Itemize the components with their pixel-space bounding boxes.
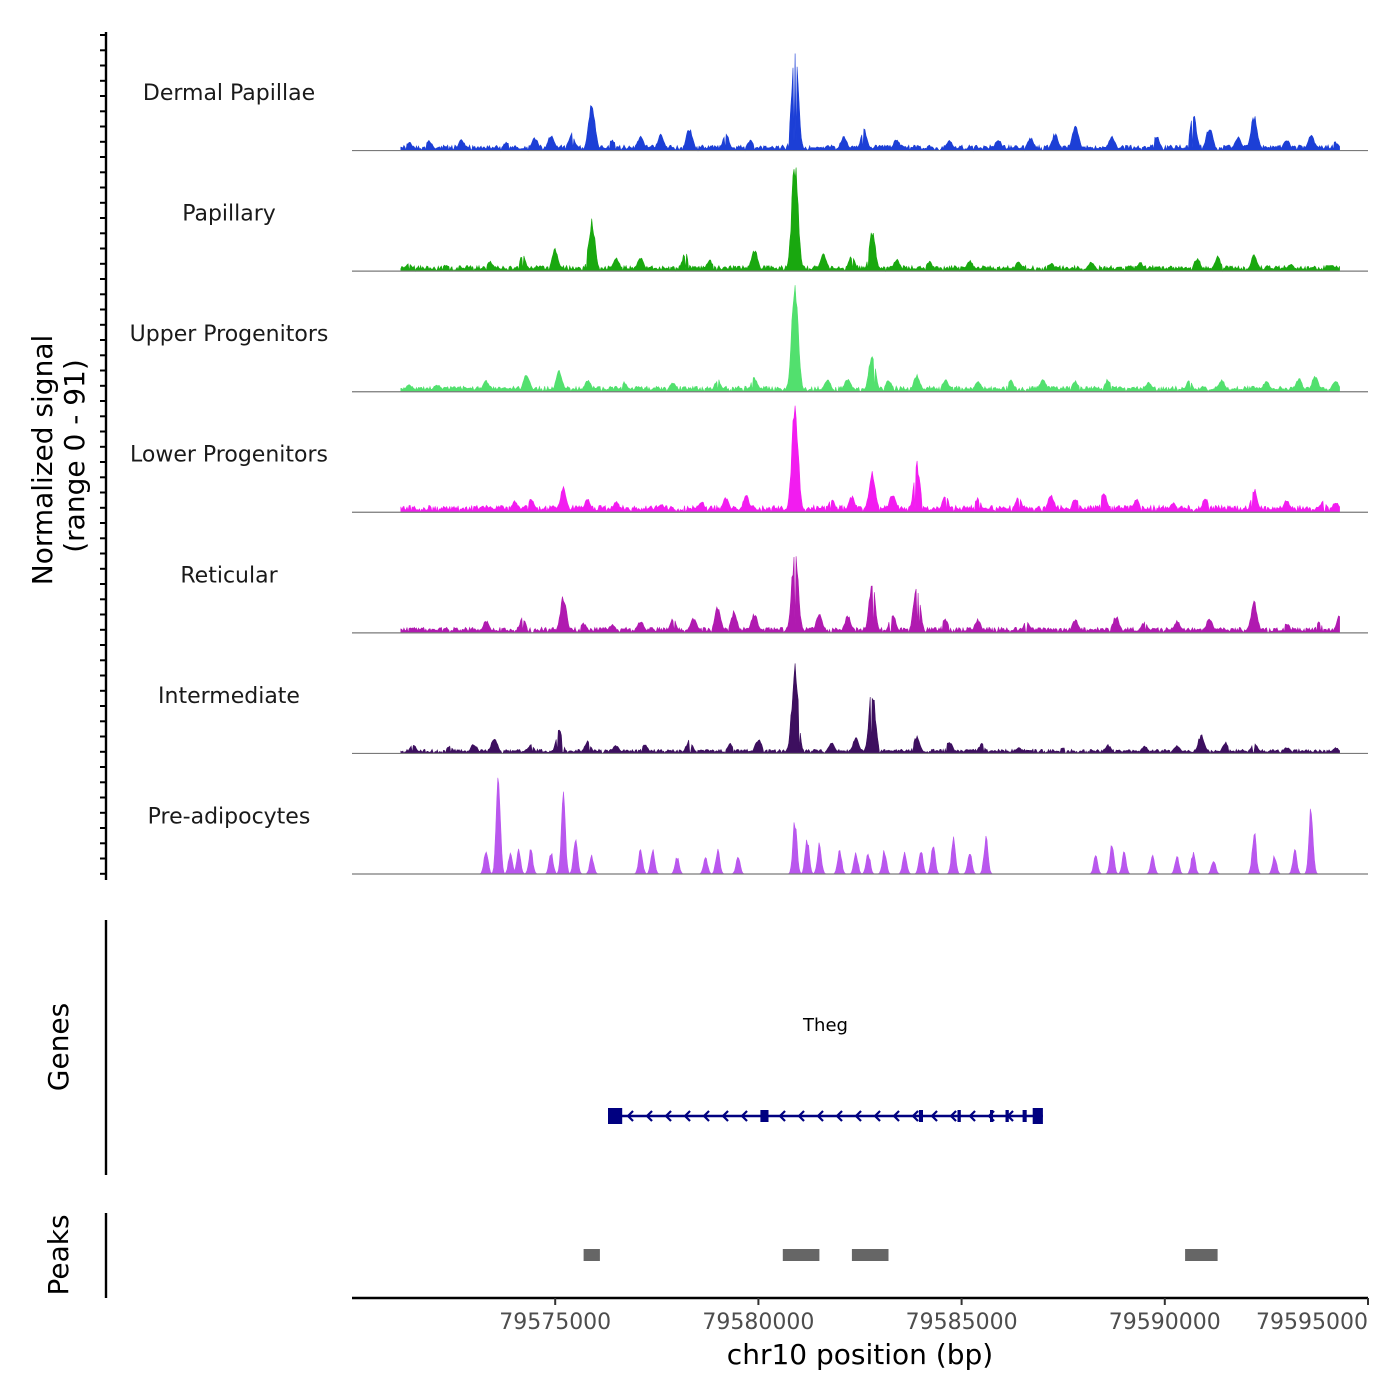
x-axis-title: chr10 position (bp) (727, 1338, 993, 1371)
coverage-area (400, 53, 1340, 152)
track-label: Intermediate (158, 684, 300, 709)
strand-arrow (873, 1110, 881, 1122)
strand-arrow (721, 1110, 729, 1122)
x-tick-label: 79580000 (702, 1310, 814, 1335)
strand-arrow (930, 1110, 938, 1122)
gene-exon (760, 1110, 769, 1122)
strand-arrow (778, 1110, 786, 1122)
strand-arrow (702, 1110, 710, 1122)
track-label: Pre-adipocytes (148, 804, 311, 829)
track-label: Papillary (182, 202, 276, 227)
signal-y-minor-ticks (100, 34, 106, 875)
peak-region (782, 1249, 820, 1261)
strand-arrow (911, 1110, 919, 1122)
coverage-area (400, 663, 1340, 755)
x-axis-ticks: 79575000 79580000 79585000 79590000 79595000 (499, 1298, 1369, 1335)
gene-exon (1032, 1108, 1043, 1124)
gene-name-label: Theg (802, 1015, 848, 1036)
coverage-area (400, 405, 1340, 514)
track-label: Upper Progenitors (130, 322, 329, 347)
gene-models: Theg (608, 1015, 1043, 1124)
coverage-tracks: Dermal Papillae Papillary Upper Progenitor… (130, 53, 1368, 875)
track-lower-progenitors: Lower Progenitors (130, 405, 1368, 514)
peaks-panel-title: Peaks (42, 1214, 75, 1295)
track-label: Dermal Papillae (143, 81, 315, 106)
coverage-area (400, 777, 1340, 875)
coverage-area (400, 285, 1340, 393)
y-axis-title: Normalized signal (26, 335, 59, 586)
track-papillary: Papillary (182, 167, 1368, 273)
strand-arrow (683, 1110, 691, 1122)
track-label: Lower Progenitors (130, 443, 328, 468)
strand-arrow (968, 1110, 976, 1122)
track-pre-adipocytes: Pre-adipocytes (148, 777, 1368, 875)
track-upper-progenitors: Upper Progenitors (130, 285, 1368, 393)
strand-arrow (854, 1110, 862, 1122)
strand-arrow (664, 1110, 672, 1122)
gene-theg: Theg (608, 1015, 1043, 1124)
gene-exon (608, 1108, 623, 1124)
gene-exon (957, 1110, 961, 1122)
x-tick-label: 79590000 (1109, 1310, 1221, 1335)
x-tick-label: 79595000 (1256, 1310, 1368, 1335)
track-dermal-papillae: Dermal Papillae (143, 53, 1368, 152)
track-reticular: Reticular (180, 556, 1368, 634)
strand-arrow (892, 1110, 900, 1122)
coverage-area (400, 167, 1340, 273)
strand-arrow (949, 1110, 957, 1122)
strand-arrow (835, 1110, 843, 1122)
coverage-area (400, 556, 1340, 634)
strand-arrow (797, 1110, 805, 1122)
x-tick-label: 79585000 (906, 1310, 1018, 1335)
peak-region (851, 1249, 889, 1261)
gene-exon (990, 1110, 993, 1122)
track-intermediate: Intermediate (158, 663, 1368, 755)
y-axis-range-label: (range 0 - 91) (58, 359, 91, 553)
genes-panel-title: Genes (42, 1003, 75, 1091)
strand-arrow (740, 1110, 748, 1122)
strand-arrow (645, 1110, 653, 1122)
peak-region (1185, 1249, 1218, 1261)
peak-region (583, 1249, 600, 1261)
strand-arrow (626, 1110, 634, 1122)
track-label: Reticular (180, 563, 278, 588)
x-tick-label: 79575000 (499, 1310, 611, 1335)
peak-regions (583, 1249, 1218, 1261)
gene-exon (918, 1110, 923, 1122)
gene-exon (1022, 1110, 1027, 1122)
strand-arrow (816, 1110, 824, 1122)
gene-exon (1005, 1110, 1009, 1122)
